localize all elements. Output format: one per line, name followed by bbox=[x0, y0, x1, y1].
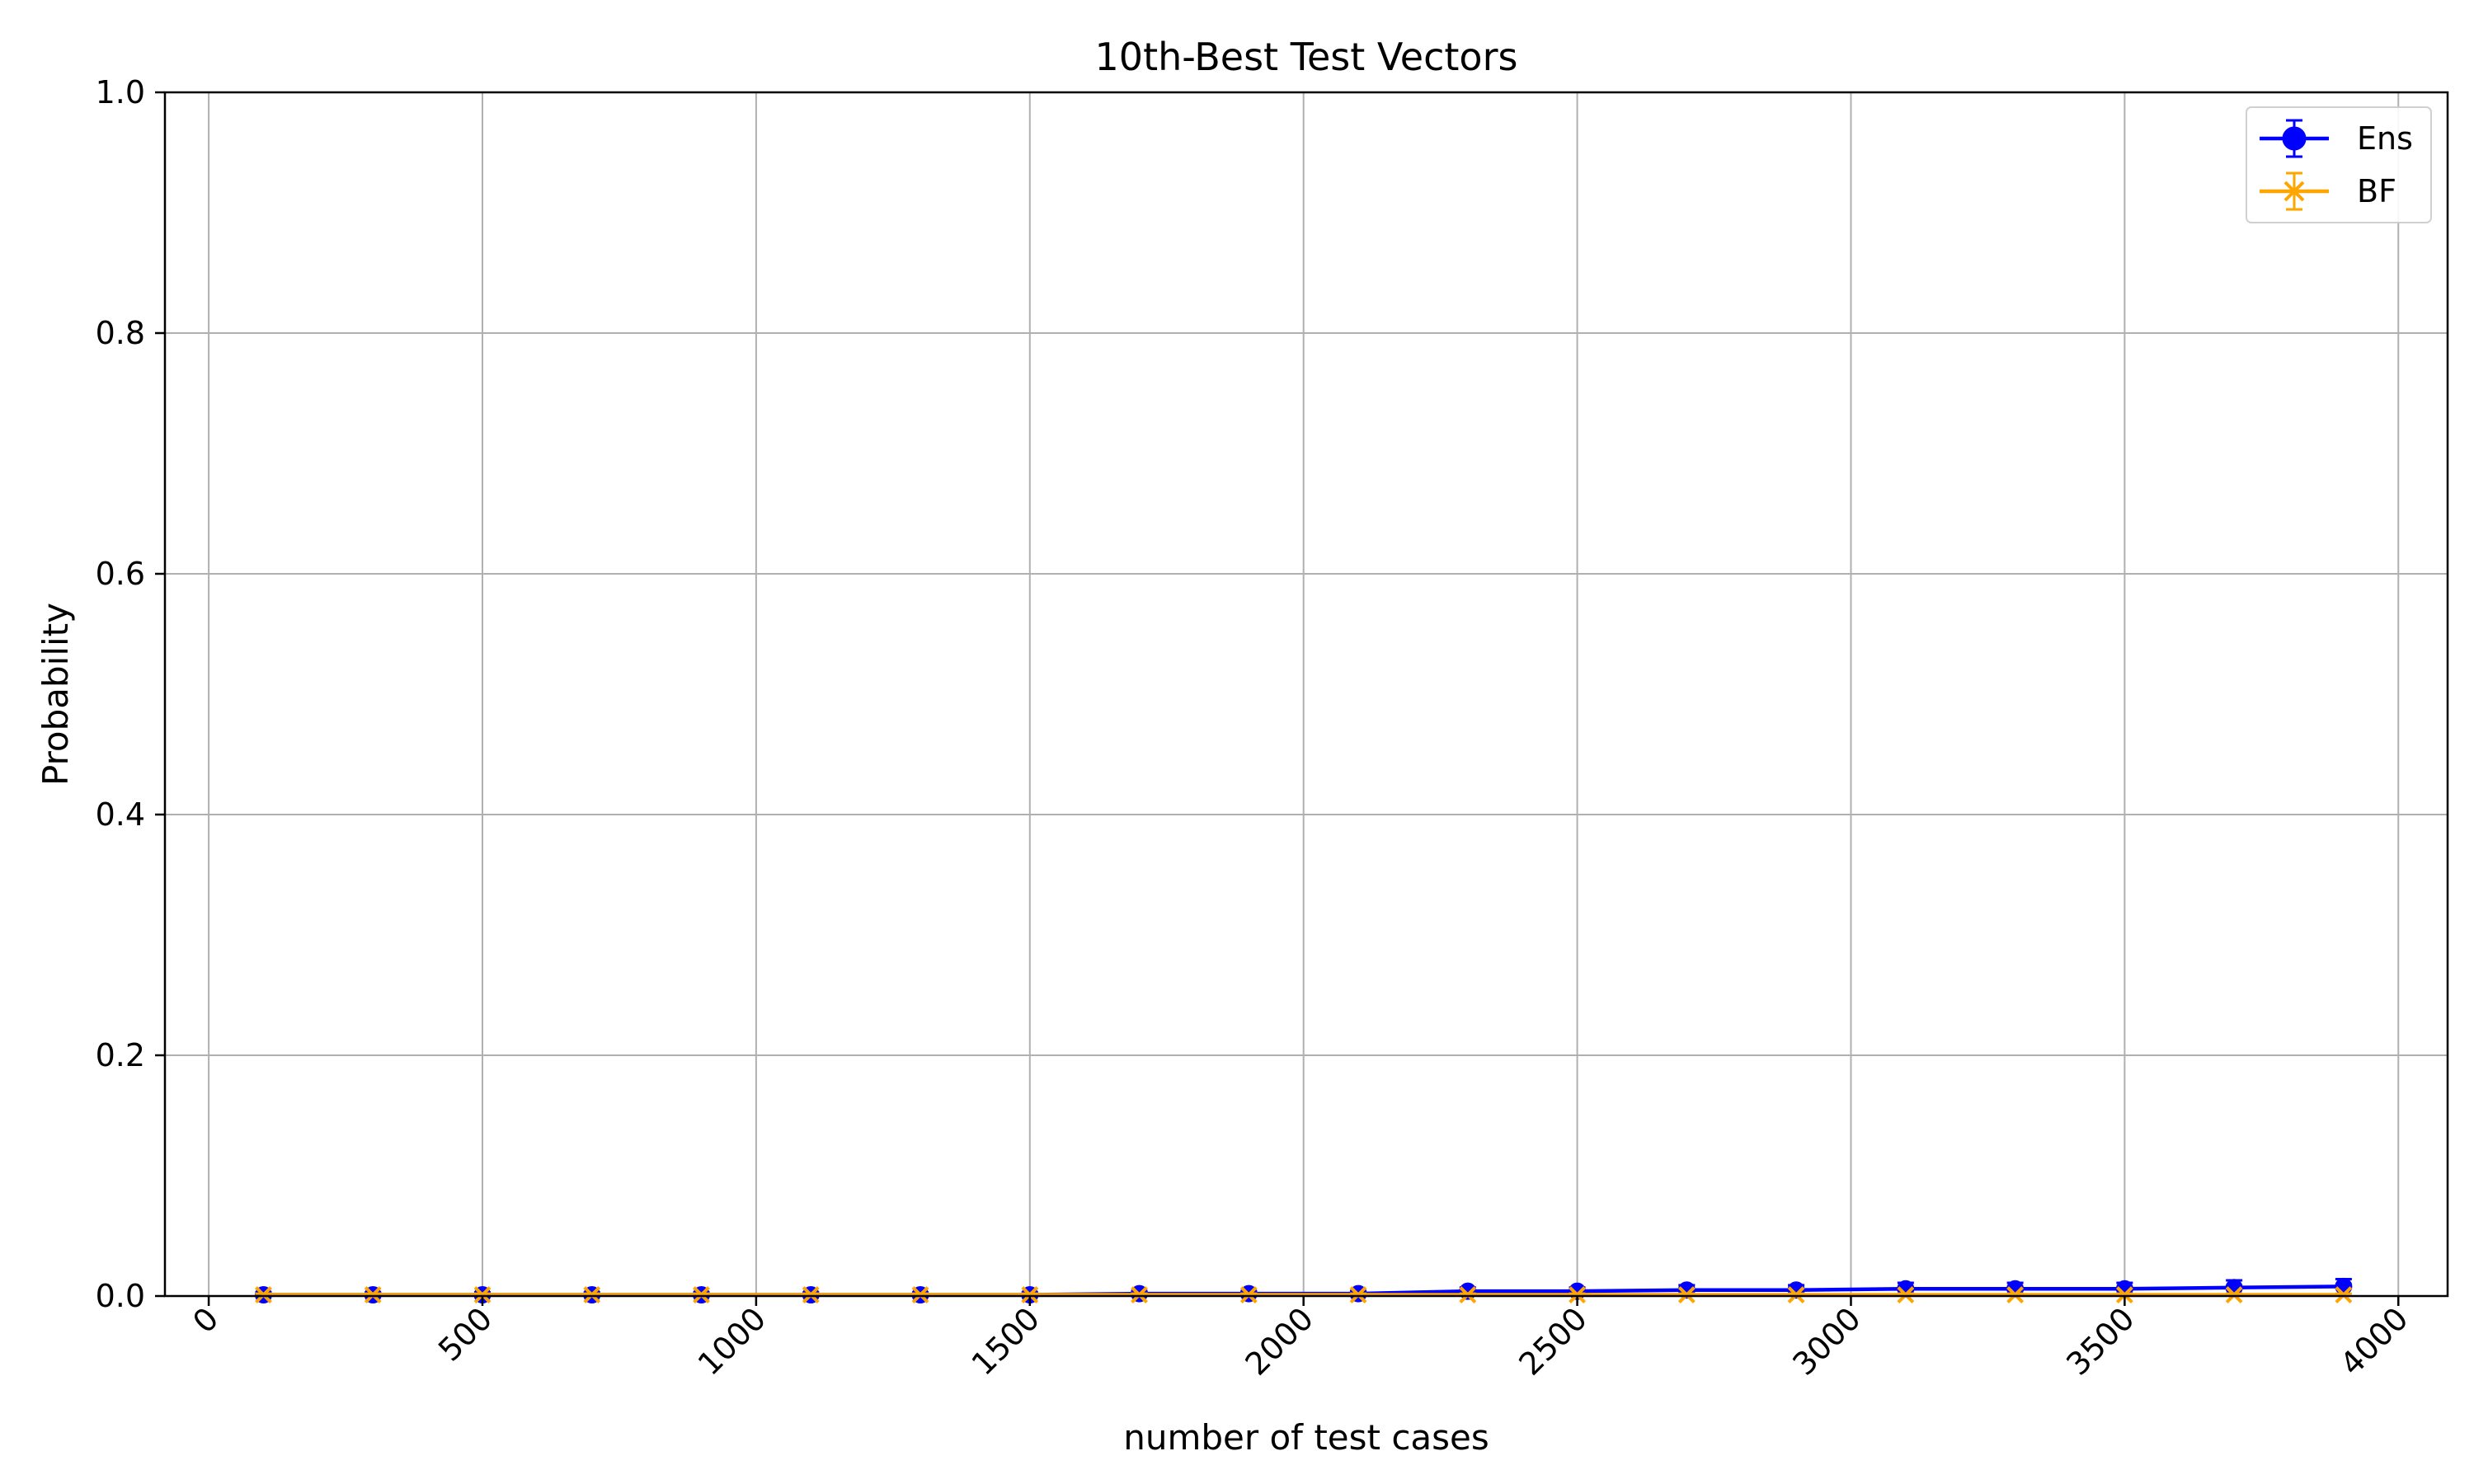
legend-bf-point bbox=[2284, 181, 2305, 202]
plot-frame bbox=[163, 91, 2449, 1298]
series-bf-point-stroke bbox=[802, 1286, 820, 1303]
series-bf-point bbox=[1459, 1286, 1477, 1303]
y-tick-label: 0.0 bbox=[96, 1278, 145, 1314]
y-tick-label: 0.2 bbox=[96, 1037, 145, 1073]
x-axis-label: number of test cases bbox=[1123, 1417, 1489, 1458]
legend-ens-point bbox=[2282, 126, 2307, 151]
series-bf-point bbox=[364, 1286, 382, 1303]
y-tick-label: 0.6 bbox=[96, 556, 145, 592]
series-bf-point bbox=[1349, 1286, 1367, 1303]
series-bf-point-stroke bbox=[2335, 1286, 2353, 1303]
series-bf-point bbox=[693, 1286, 710, 1303]
series-bf-point bbox=[1131, 1286, 1148, 1303]
series-bf-point-stroke bbox=[693, 1286, 710, 1303]
series-bf-point-stroke bbox=[2115, 1286, 2133, 1303]
series-bf-point-stroke bbox=[364, 1286, 382, 1303]
chart-title: 10th-Best Test Vectors bbox=[1095, 35, 1518, 79]
series-ens-point bbox=[2335, 1277, 2353, 1295]
legend-bf-point-stroke bbox=[2284, 181, 2305, 202]
series-bf-point-stroke bbox=[583, 1286, 601, 1303]
y-axis-label: Probability bbox=[35, 603, 76, 786]
series-bf-point bbox=[1787, 1286, 1805, 1303]
series-bf-point-stroke bbox=[1459, 1286, 1477, 1303]
series-bf-point bbox=[1897, 1286, 1915, 1303]
series-bf-point-stroke bbox=[255, 1286, 272, 1303]
series-bf-point bbox=[1021, 1286, 1039, 1303]
series-bf-point-stroke bbox=[1569, 1286, 1586, 1303]
legend-bf-entry: BF bbox=[2260, 171, 2396, 211]
series-bf-point bbox=[473, 1286, 492, 1303]
series-bf-point-stroke bbox=[1897, 1286, 1915, 1303]
series-bf-point bbox=[802, 1286, 820, 1303]
series-bf-point bbox=[2225, 1286, 2243, 1303]
series-bf-point bbox=[2335, 1286, 2353, 1303]
series-bf-point bbox=[2006, 1286, 2025, 1303]
series-bf-point-stroke bbox=[911, 1286, 929, 1303]
series-bf-point-stroke bbox=[1677, 1286, 1696, 1303]
series-bf-point-stroke bbox=[1239, 1286, 1258, 1303]
series-bf-point bbox=[1239, 1286, 1258, 1303]
series-bf-point-stroke bbox=[1131, 1286, 1148, 1303]
series-bf-point bbox=[2115, 1286, 2133, 1303]
series-bf-point-stroke bbox=[1021, 1286, 1039, 1303]
y-tick-label: 0.8 bbox=[96, 315, 145, 351]
series-bf-point-stroke bbox=[1787, 1286, 1805, 1303]
legend-ens-label: Ens bbox=[2357, 120, 2413, 157]
series-bf-point bbox=[583, 1286, 601, 1303]
legend: Ens BF bbox=[2246, 106, 2432, 223]
series-bf-point-stroke bbox=[1349, 1286, 1367, 1303]
series-bf-point bbox=[1677, 1286, 1696, 1303]
series-bf-point-stroke bbox=[2225, 1286, 2243, 1303]
y-tick-label: 1.0 bbox=[96, 74, 145, 110]
series-bf-point bbox=[1569, 1286, 1586, 1303]
series-bf-point bbox=[255, 1286, 272, 1303]
series-bf-point-stroke bbox=[473, 1286, 492, 1303]
y-tick-label: 0.4 bbox=[96, 796, 145, 833]
legend-bf-label: BF bbox=[2357, 173, 2396, 209]
series-bf-point-stroke bbox=[2006, 1286, 2025, 1303]
legend-ens-entry: Ens bbox=[2260, 119, 2413, 158]
series-bf-point bbox=[911, 1286, 929, 1303]
